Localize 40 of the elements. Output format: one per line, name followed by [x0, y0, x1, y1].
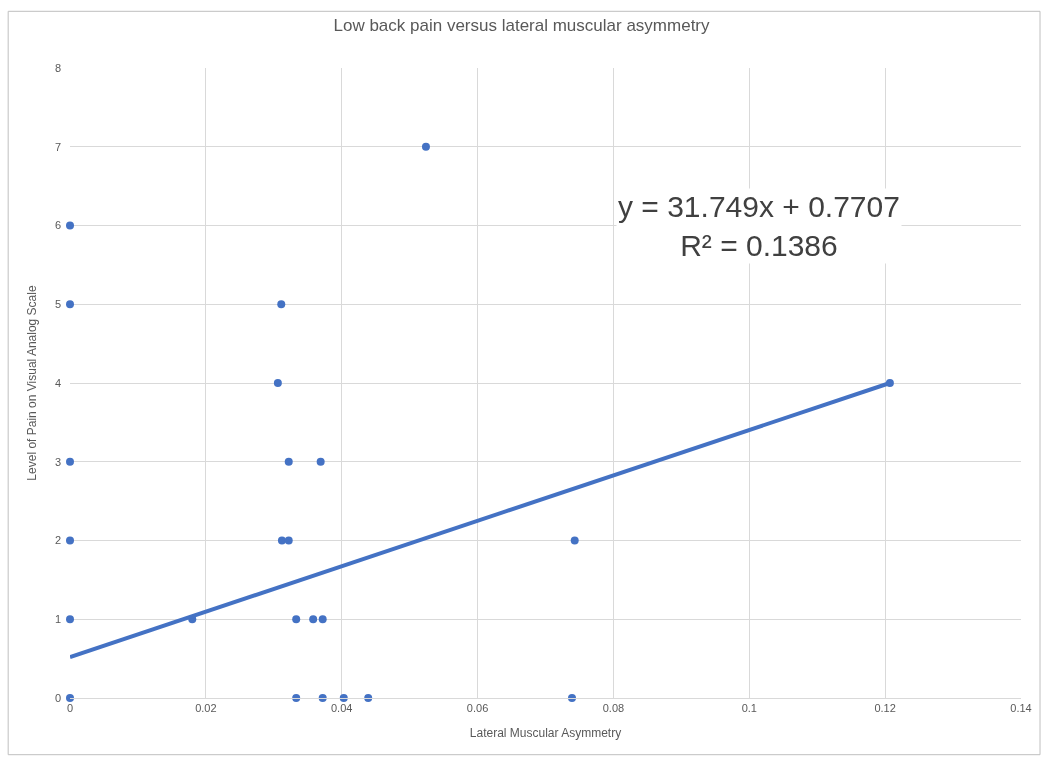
point — [66, 300, 74, 309]
y-tick-label: 4 — [54, 376, 61, 389]
chart-title: Low back pain versus lateral muscular asymmetry — [333, 15, 711, 35]
x-axis-title: Lateral Muscular Asymmetry — [469, 726, 622, 741]
y-tick-label: 2 — [54, 534, 61, 547]
x-tick-label: 0.08 — [602, 702, 625, 715]
point — [284, 457, 293, 466]
y-tick-label: 3 — [54, 455, 61, 468]
y-tick-label: 8 — [54, 61, 61, 74]
x-tick-label: 0 — [66, 702, 74, 715]
point — [364, 694, 373, 702]
y-axis-title: Level of Pain on Visual Analog Scale — [25, 285, 40, 481]
x-tick-label: 0.12 — [874, 702, 896, 715]
y-tick-label: 1 — [54, 613, 61, 626]
point — [66, 536, 74, 545]
y-tick-label: 7 — [54, 140, 61, 153]
point — [277, 536, 286, 545]
point — [421, 142, 430, 151]
point — [277, 300, 286, 309]
annotation: y = 31.749x + 0.7707 R² = 0.1386 — [618, 190, 900, 262]
point — [292, 615, 301, 624]
y-tick-label: 5 — [54, 298, 61, 311]
point — [273, 379, 282, 387]
point — [66, 615, 74, 624]
x-tick-label: 0.1 — [741, 702, 757, 715]
point — [570, 536, 579, 545]
x-tick-label: 0.06 — [466, 702, 489, 715]
x-tick-label: 0.04 — [331, 702, 353, 715]
y-tick-label: 6 — [54, 219, 61, 232]
point — [66, 694, 74, 702]
point — [316, 457, 325, 466]
y-tick-label: 0 — [54, 691, 61, 704]
point — [309, 615, 318, 624]
point — [284, 536, 293, 545]
x-tick-label: 0.02 — [195, 702, 217, 715]
point — [66, 221, 74, 230]
point — [66, 457, 74, 466]
point — [318, 615, 327, 624]
point — [339, 694, 348, 702]
x-tick-label: 0.14 — [1010, 702, 1032, 715]
